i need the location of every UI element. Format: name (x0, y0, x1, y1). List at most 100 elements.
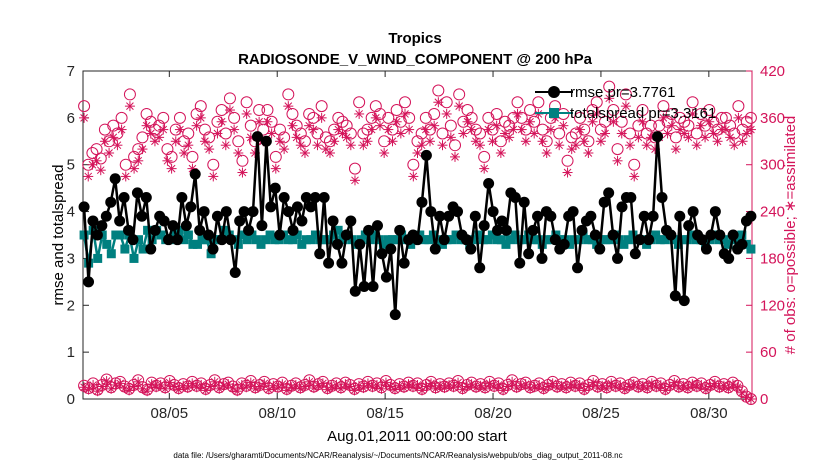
spread-point (102, 239, 112, 249)
obs-bottom-assimilated-point (529, 382, 540, 393)
rmse-point (452, 206, 464, 218)
obs-top-assimilated-point (370, 112, 381, 123)
obs-top-asterisk-stroke (530, 129, 539, 138)
obs-top-possible-point (123, 88, 136, 101)
obs-top-asterisk-stroke (497, 149, 505, 157)
obs-top-possible-point (444, 119, 457, 132)
rmse-point (269, 182, 281, 194)
obs-top-assimilated-point (270, 163, 281, 174)
rmse-point (674, 210, 686, 222)
obs-top-asterisk-stroke (517, 125, 526, 134)
spread-point (424, 235, 434, 245)
rmse-point (416, 196, 428, 208)
obs-top-asterisk-stroke (701, 133, 709, 142)
obs-top-assimilated-point (466, 124, 477, 135)
obs-top-assimilated-point (404, 124, 415, 135)
obs-bottom-assimilated-point (259, 378, 270, 389)
obs-top-assimilated-point (562, 167, 573, 178)
obs-top-assimilated-point (625, 140, 636, 151)
obs-bottom-asterisk-stroke (557, 381, 566, 390)
obs-top-assimilated-point (91, 155, 102, 166)
obs-bottom-asterisk-stroke (616, 381, 625, 389)
y-axis-right-ticks: 0 60 120 180 240 300 360 420 (746, 63, 785, 408)
obs-top-assimilated-point (420, 124, 431, 135)
rmse-point (509, 192, 521, 204)
obs-top-possible-point (411, 135, 424, 148)
obs-top-assimilated-point (545, 124, 556, 135)
spread-point (329, 230, 339, 240)
obs-top-possible-point (603, 80, 616, 93)
obs-top-assimilated-point (595, 136, 606, 147)
obs-top-assimilated-point (579, 136, 590, 147)
obs-top-asterisk-stroke (509, 125, 518, 134)
rmse-point (83, 276, 95, 288)
spread-point (179, 235, 189, 245)
obs-bottom-assimilated-point (493, 379, 504, 390)
rmse-point (345, 215, 357, 227)
obs-top-asterisk-stroke (355, 110, 364, 118)
rmse-point (349, 285, 361, 297)
obs-bottom-asterisk-stroke (589, 378, 598, 387)
rmse-point (291, 201, 303, 213)
obs-bottom-asterisk-stroke (219, 381, 228, 390)
obs-top-assimilated-point (479, 163, 490, 174)
obs-top-assimilated-point (266, 128, 277, 139)
obs-bottom-assimilated-point (520, 379, 531, 390)
rmse-point (260, 135, 272, 147)
obs-bottom-assimilated-point (295, 383, 306, 394)
obs-top-assimilated-point (170, 136, 181, 147)
rmse-point (336, 257, 348, 269)
obs-top-asterisk-stroke (163, 156, 172, 165)
obs-bottom-asterisk-stroke (413, 381, 422, 389)
spread-point (129, 253, 139, 263)
obs-top-assimilated-point (604, 93, 615, 104)
rmse-point (429, 243, 441, 255)
obs-bottom-assimilated-point (317, 378, 328, 389)
obs-bottom-assimilated-point (88, 379, 99, 390)
obs-top-asterisk-stroke (730, 141, 739, 150)
spread-point (324, 235, 334, 245)
obs-top-assimilated-point (537, 136, 548, 147)
obs-top-possible-point (690, 127, 703, 140)
spread-point (306, 235, 316, 245)
obs-top-possible-point (173, 111, 186, 124)
obs-top-asterisk-stroke (159, 125, 168, 134)
rmse-point (625, 192, 637, 204)
obs-top-assimilated-point (683, 132, 694, 143)
rmse-point (327, 215, 339, 227)
obs-top-asterisk-stroke (176, 125, 184, 134)
obs-top-possible-point (115, 111, 128, 124)
obs-top-asterisk-stroke (226, 106, 234, 114)
obs-bottom-asterisk-stroke (278, 380, 287, 389)
obs-top-possible-point (253, 104, 266, 117)
spread-point (515, 235, 525, 245)
spread-point (301, 235, 311, 245)
obs-bottom-asterisk-stroke (228, 384, 237, 392)
obs-top-possible-point (590, 96, 603, 109)
obs-top-assimilated-point (612, 155, 623, 166)
obs-top-possible-point (94, 152, 107, 165)
rmse-point (518, 196, 530, 208)
obs-top-assimilated-point (191, 120, 202, 131)
obs-top-assimilated-point (158, 124, 169, 135)
rmse-point (532, 210, 544, 222)
y-right-tick-label: 120 (760, 297, 785, 314)
obs-bottom-assimilated-point (444, 379, 455, 390)
obs-top-assimilated-point (687, 108, 698, 119)
obs-bottom-asterisk-stroke (431, 384, 440, 393)
obs-bottom-asterisk-stroke (647, 379, 656, 388)
rmse-point (211, 210, 223, 222)
obs-top-asterisk-stroke (396, 129, 405, 138)
obs-top-possible-point (715, 111, 728, 124)
rmse-point (300, 192, 312, 204)
spread-point (723, 239, 733, 249)
obs-bottom-assimilated-point (592, 383, 603, 394)
obs-top-possible-point (586, 104, 599, 117)
obs-top-possible-point (644, 119, 657, 132)
obs-top-assimilated-point (575, 124, 586, 135)
rmse-point (474, 262, 486, 274)
obs-top-asterisk-stroke (284, 102, 293, 110)
y-left-tick-label: 4 (67, 204, 75, 221)
obs-bottom-assimilated-point (380, 377, 391, 388)
obs-bottom-assimilated-point (376, 383, 387, 394)
